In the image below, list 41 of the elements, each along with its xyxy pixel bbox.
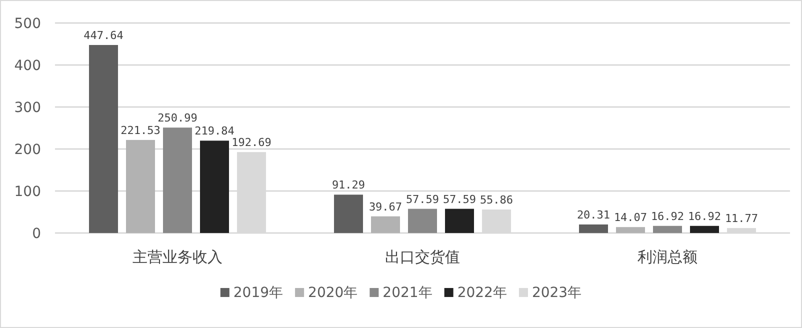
y-tick-label: 200 <box>14 142 41 158</box>
data-label: 250.99 <box>158 112 198 125</box>
bar <box>126 140 155 233</box>
legend-label: 2020年 <box>308 285 358 301</box>
bar <box>579 224 608 233</box>
data-label: 14.07 <box>614 211 648 224</box>
x-tick-label: 出口交货值 <box>385 248 460 266</box>
data-label: 20.31 <box>576 208 610 222</box>
data-label: 39.67 <box>368 200 402 214</box>
data-label: 91.29 <box>332 178 366 192</box>
data-label: 221.53 <box>120 124 160 137</box>
legend-label: 2023年 <box>532 285 582 301</box>
data-label: 16.92 <box>688 210 722 223</box>
data-label: 16.92 <box>650 210 684 223</box>
y-tick-label: 500 <box>14 16 41 32</box>
bar <box>334 194 363 233</box>
bar <box>408 208 437 233</box>
data-label: 447.64 <box>84 28 124 42</box>
x-tick-label: 主营业务收入 <box>132 248 222 266</box>
y-tick-label: 100 <box>14 184 41 200</box>
y-tick-label: 400 <box>14 58 41 74</box>
legend-label: 2019年 <box>233 285 284 301</box>
bar <box>89 44 118 233</box>
bar <box>690 226 719 233</box>
legend-label: 2021年 <box>382 285 432 301</box>
data-label: 219.84 <box>194 124 235 138</box>
data-label: 192.69 <box>232 136 272 150</box>
bar <box>616 227 645 233</box>
x-tick-label: 利润总额 <box>638 248 698 266</box>
y-tick-label: 300 <box>14 100 41 116</box>
bar <box>445 208 474 233</box>
y-tick-label: 0 <box>32 226 41 242</box>
data-label: 55.86 <box>480 194 514 207</box>
bar <box>163 128 192 233</box>
bar <box>371 216 400 233</box>
legend-label: 2022年 <box>457 285 507 301</box>
data-label: 57.59 <box>442 192 476 206</box>
data-label: 11.77 <box>724 212 758 226</box>
data-label: 57.59 <box>406 192 440 206</box>
bar <box>200 140 229 233</box>
bar <box>653 226 682 233</box>
